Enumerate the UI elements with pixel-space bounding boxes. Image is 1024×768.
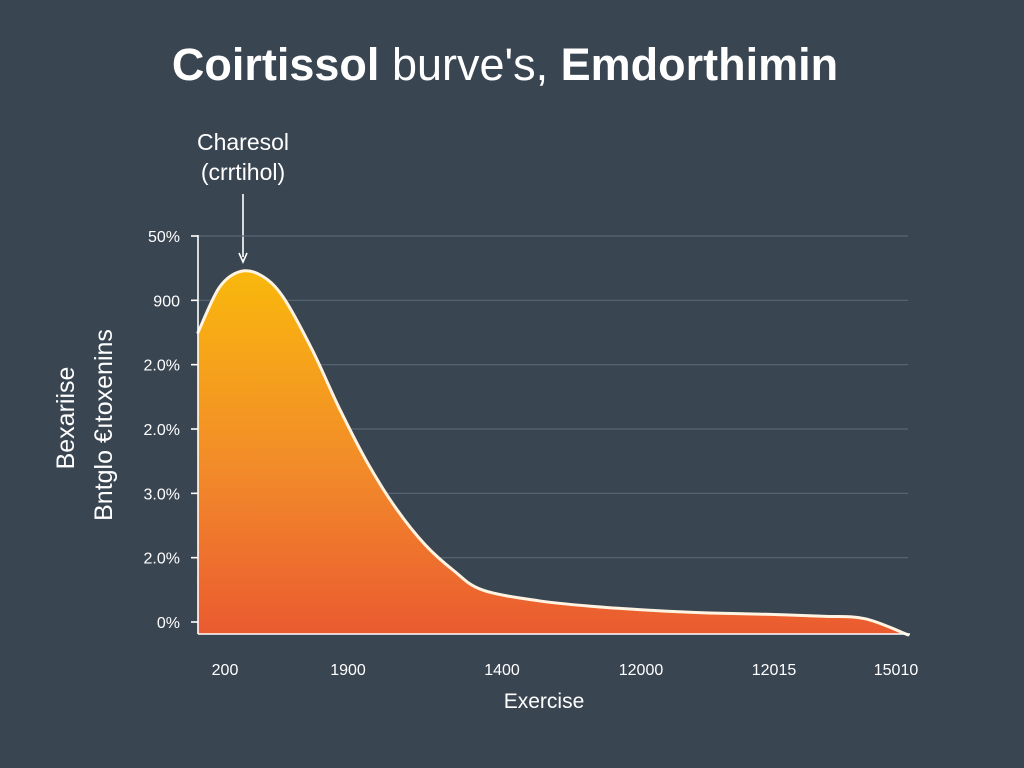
x-tick-label: 1900 [330, 662, 366, 679]
y-tick-labels: 50% 900 2.0% 2.0% 3.0% 2.0% 0% [144, 229, 198, 632]
peak-annotation-arrowhead [238, 252, 248, 264]
chart-title-part3: Emdorthimin [548, 39, 838, 90]
y-tick-label: 3.0% [144, 486, 180, 503]
peak-annotation-line1: Charesol [197, 129, 289, 155]
y-axis-label-line1: Bexariise [52, 367, 80, 470]
y-tick-label: 2.0% [144, 551, 180, 568]
x-tick-label: 12000 [619, 662, 664, 679]
chart-title: Coirtissol burve's, Emdorthimin [172, 39, 838, 90]
peak-annotation-line2: (crrtihol) [201, 159, 285, 185]
x-tick-labels: 200 1900 1400 12000 12015 15010 [212, 662, 919, 679]
y-tick-label: 2.0% [144, 358, 180, 375]
y-tick-label: 900 [153, 293, 180, 310]
series-area-fill [198, 270, 908, 635]
y-tick-label: 0% [157, 615, 180, 632]
x-tick-label: 12015 [752, 662, 797, 679]
chart-title-part1: Coirtissol [172, 39, 392, 90]
x-tick-label: 1400 [484, 662, 520, 679]
y-tick-label: 2.0% [144, 422, 180, 439]
series-outline [196, 269, 910, 637]
x-axis-label: Exercise [504, 690, 585, 713]
chart-title-part2: burve's, [392, 39, 548, 90]
y-axis-label-line2: Bntglo €ıtoxenins [90, 329, 118, 521]
y-tick-label: 50% [148, 229, 180, 246]
x-tick-label: 200 [212, 662, 239, 679]
x-tick-label: 15010 [874, 662, 919, 679]
